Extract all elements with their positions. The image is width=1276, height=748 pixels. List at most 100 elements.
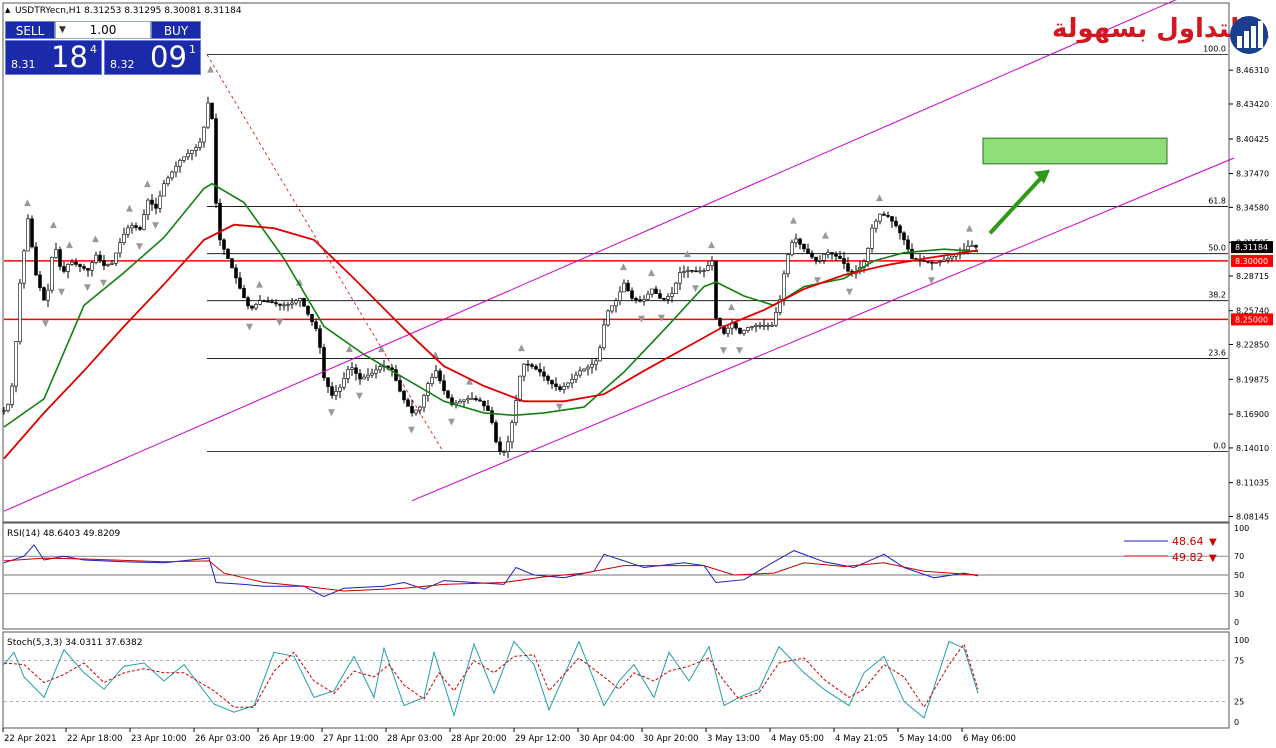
fractal-up-icon: ▲ — [256, 280, 263, 290]
fractal-up-icon: ▲ — [518, 343, 525, 353]
fib-level-label: 0.0 — [1213, 442, 1226, 451]
candle-body — [282, 304, 286, 307]
fractal-up-icon: ▲ — [432, 350, 439, 360]
collapse-triangle-icon[interactable]: ▲ — [5, 6, 11, 14]
candle-body — [786, 254, 790, 275]
main-chart-frame — [2, 2, 1230, 523]
fractal-up-icon: ▲ — [207, 64, 214, 74]
candle-body — [46, 289, 50, 301]
logo-text: التداول بسهولة — [1052, 14, 1249, 44]
candle-body — [658, 293, 662, 299]
sell-quote[interactable]: 8.31 18 4 — [5, 40, 102, 75]
fractal-up-icon: ▲ — [378, 344, 385, 354]
fractal-up-icon: ▲ — [466, 377, 473, 387]
candle-body — [438, 370, 442, 382]
candle-body — [170, 171, 174, 179]
fractal-down-icon: ▼ — [84, 283, 91, 293]
lot-dropdown-icon[interactable]: ▼ — [59, 25, 66, 35]
time-tick-label: 22 Apr 18:00 — [67, 734, 122, 744]
candle-body — [762, 324, 766, 327]
candle-body — [558, 386, 562, 390]
candle-body — [502, 451, 506, 453]
candle-body — [362, 376, 366, 380]
time-tick-label: 28 Apr 03:00 — [387, 734, 442, 744]
candle-body — [890, 216, 894, 222]
sell-button[interactable]: SELL — [5, 21, 55, 39]
price-tick-label: 8.22850 — [1236, 341, 1269, 350]
candle-body — [966, 246, 970, 251]
candle-body — [2, 410, 6, 412]
fractal-up-icon: ▲ — [684, 249, 691, 259]
candle-body — [738, 327, 742, 334]
candle-body — [646, 293, 650, 300]
candle-body — [510, 422, 514, 443]
lot-size-field[interactable]: ▼ 1.00 — [55, 21, 151, 39]
candle-body — [234, 267, 238, 279]
price-label-badge — [1231, 313, 1273, 326]
fractal-up-icon: ▲ — [66, 240, 73, 250]
candle-body — [190, 150, 194, 154]
candle-body — [78, 264, 82, 267]
candle-body — [498, 441, 502, 452]
candle-body — [594, 360, 598, 365]
candle-body — [606, 310, 610, 326]
candle-body — [198, 141, 202, 148]
lot-size-value[interactable]: 1.00 — [89, 23, 117, 37]
candle-body — [186, 153, 190, 158]
buy-button[interactable]: BUY — [151, 21, 201, 39]
fractal-down-icon: ▼ — [846, 288, 853, 298]
candle-body — [766, 324, 770, 327]
fractal-down-icon: ▼ — [928, 276, 935, 286]
candle-body — [662, 298, 666, 300]
candle-body — [734, 322, 738, 329]
time-tick-label: 28 Apr 20:00 — [451, 734, 506, 744]
candle-body — [74, 261, 78, 265]
buy-quote[interactable]: 8.32 09 1 — [104, 40, 201, 75]
candle-body — [570, 378, 574, 384]
time-tick-label: 27 Apr 11:00 — [323, 734, 378, 744]
sell-price-prefix: 8.31 — [11, 58, 36, 71]
candle-body — [814, 256, 818, 262]
candle-body — [462, 399, 466, 402]
candle-body — [494, 422, 498, 443]
fractal-down-icon: ▼ — [692, 284, 699, 294]
fib-level-label: 100.0 — [1203, 45, 1226, 54]
candle-body — [542, 371, 546, 377]
candle-body — [686, 269, 690, 272]
candle-body — [226, 248, 230, 259]
time-tick-label: 3 May 13:00 — [707, 734, 760, 744]
candle-body — [642, 298, 646, 302]
candle-body — [14, 341, 18, 387]
candle-body — [174, 165, 178, 173]
candle-body — [350, 367, 354, 370]
candle-body — [630, 290, 634, 299]
fib-diagonal-line — [206, 54, 444, 452]
candle-body — [574, 374, 578, 380]
candle-body — [514, 400, 518, 423]
candle-body — [478, 399, 482, 402]
candle-body — [586, 366, 590, 370]
candle-body — [250, 305, 254, 309]
rsi-legend-value: 49.82 — [1172, 551, 1204, 564]
candle-body — [442, 380, 446, 392]
candle-body — [906, 239, 910, 250]
candle-body — [806, 248, 810, 254]
time-tick-label: 23 Apr 10:00 — [131, 734, 186, 744]
candle-body — [578, 370, 582, 376]
fractal-down-icon: ▼ — [638, 315, 645, 325]
fractal-down-icon: ▼ — [814, 276, 821, 286]
candle-body — [450, 397, 454, 406]
price-tick-label: 8.43420 — [1236, 100, 1269, 109]
time-tick-label: 5 May 14:00 — [899, 734, 952, 744]
candle-body — [834, 253, 838, 257]
candle-body — [238, 277, 242, 289]
candle-body — [338, 386, 342, 392]
fractal-up-icon: ▲ — [144, 179, 151, 189]
price-tick-label: 8.28715 — [1236, 272, 1269, 281]
stoch-tick-label: 75 — [1234, 657, 1244, 666]
time-tick-label: 4 May 05:00 — [771, 734, 824, 744]
fractal-up-icon: ▲ — [126, 204, 133, 214]
fractal-down-icon: ▼ — [658, 313, 665, 323]
fib-level-label: 61.8 — [1208, 197, 1226, 206]
candle-body — [314, 321, 318, 330]
